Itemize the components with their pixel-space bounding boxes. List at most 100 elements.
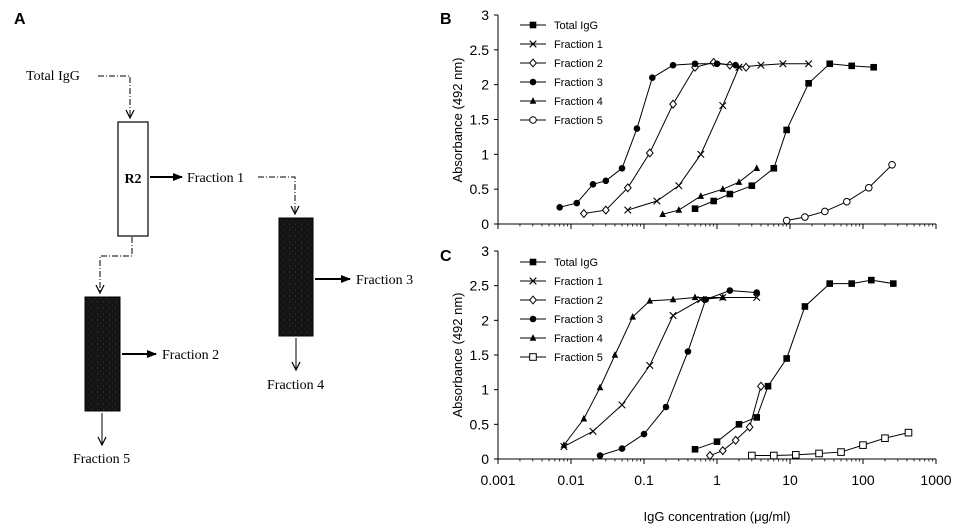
data-point xyxy=(602,177,610,185)
legend-marker xyxy=(529,258,537,266)
data-point xyxy=(801,303,809,310)
legend-entry-fraction-3: Fraction 3 xyxy=(520,314,603,326)
series-line-fraction-1 xyxy=(627,63,809,211)
x-tick-label: 0.001 xyxy=(480,472,515,488)
data-point xyxy=(649,74,656,81)
panel-b-y-axis-label: Absorbance (492 nm) xyxy=(450,57,465,182)
legend-marker xyxy=(529,277,537,285)
data-point xyxy=(735,178,743,185)
series-line-total-igg xyxy=(694,63,874,210)
data-point xyxy=(801,213,809,221)
x-axis-label: IgG concentration (μg/ml) xyxy=(644,509,791,524)
panel-c-legend: Total IgG Fraction 1 Fraction 2 Fraction 3 F… xyxy=(520,257,603,364)
data-point xyxy=(601,205,610,215)
data-point xyxy=(596,452,604,459)
panel-c-chart: C Absorbance (492 nm) 0 0.5 1 1.5 2 2.5 3 0.001… xyxy=(440,243,952,524)
data-point xyxy=(731,435,740,445)
legend-label: Fraction 5 xyxy=(554,115,603,127)
y-tick-label: 2.5 xyxy=(470,278,490,294)
r2-column xyxy=(117,121,149,237)
y-tick-label: 2 xyxy=(481,312,489,328)
legend-label: Fraction 3 xyxy=(554,77,603,89)
data-point xyxy=(691,293,699,301)
data-point xyxy=(579,208,588,219)
series-line-total-igg xyxy=(694,279,894,450)
data-point xyxy=(659,210,666,217)
y-tick-label: 0.5 xyxy=(470,416,490,432)
panel-b-letter: B xyxy=(440,11,452,28)
fraction-4-label: Fraction 4 xyxy=(267,378,324,393)
y-tick-label: 3 xyxy=(481,243,489,259)
y-tick-label: 0 xyxy=(481,216,489,232)
legend-entry-fraction-5: Fraction 5 xyxy=(520,115,603,127)
series-fraction-3 xyxy=(556,60,739,211)
panel-b-series xyxy=(556,57,896,225)
data-point xyxy=(705,450,714,461)
data-point xyxy=(770,164,778,172)
data-point xyxy=(870,63,877,71)
data-point xyxy=(753,414,761,421)
data-point xyxy=(868,276,875,284)
x-tick-label: 1 xyxy=(713,472,721,488)
data-point xyxy=(753,293,761,302)
legend-marker xyxy=(529,21,537,29)
data-point xyxy=(779,60,787,68)
panel-b-axes: 0 0.5 1 1.5 2 2.5 3 xyxy=(470,7,937,232)
data-point xyxy=(713,60,721,68)
data-point xyxy=(783,355,790,362)
x-tick-label: 0.1 xyxy=(634,472,654,488)
data-point xyxy=(669,61,677,69)
data-point xyxy=(633,125,641,132)
data-point xyxy=(732,61,739,69)
connector-fraction1-to-column xyxy=(258,176,295,214)
data-point xyxy=(669,295,677,303)
data-point xyxy=(618,164,626,172)
legend-label: Fraction 3 xyxy=(554,314,603,326)
data-point xyxy=(826,280,834,287)
data-point xyxy=(697,192,705,199)
data-point xyxy=(735,421,743,428)
legend-label: Fraction 2 xyxy=(554,58,603,70)
data-point xyxy=(764,382,772,390)
series-fraction-3 xyxy=(596,287,761,459)
y-tick-label: 1 xyxy=(481,146,489,162)
data-point xyxy=(888,160,896,169)
data-point xyxy=(726,190,734,198)
data-point xyxy=(556,203,563,211)
data-point xyxy=(691,205,699,212)
data-point xyxy=(753,164,761,171)
legend-label: Fraction 1 xyxy=(554,276,603,288)
legend-entry-fraction-5: Fraction 5 xyxy=(520,352,603,364)
legend-entry-fraction-1: Fraction 1 xyxy=(520,276,603,288)
legend-marker xyxy=(529,315,537,323)
panel-c-axes: 0 0.5 1 1.5 2 2.5 3 0.001 0.01 0.1 1 10 100 1000 xyxy=(470,243,952,488)
data-point xyxy=(618,445,626,452)
data-point xyxy=(804,60,813,68)
series-fraction-2 xyxy=(705,381,765,461)
data-point xyxy=(624,206,632,214)
x-tick-label: 10 xyxy=(782,472,798,488)
legend-entry-fraction-1: Fraction 1 xyxy=(520,39,603,51)
legend-label: Fraction 5 xyxy=(554,352,603,364)
data-point xyxy=(748,451,756,460)
legend-label: Total IgG xyxy=(554,20,598,32)
legend-marker xyxy=(529,334,537,341)
data-point xyxy=(748,182,756,189)
data-point xyxy=(713,438,721,445)
data-point xyxy=(691,445,699,453)
y-tick-label: 1.5 xyxy=(470,112,490,128)
panel-a-letter: A xyxy=(14,11,26,28)
r2-unbound-column xyxy=(84,296,121,412)
y-tick-label: 2.5 xyxy=(470,42,490,58)
data-point xyxy=(726,287,734,294)
y-tick-label: 1 xyxy=(481,382,489,398)
series-fraction-5 xyxy=(748,428,913,460)
data-point xyxy=(805,79,812,87)
data-point xyxy=(596,383,604,391)
series-line-fraction-5 xyxy=(786,164,893,222)
fraction-3-label: Fraction 3 xyxy=(356,273,413,288)
legend-marker xyxy=(529,295,537,305)
data-point xyxy=(791,451,800,459)
fraction-2-label: Fraction 2 xyxy=(162,348,219,363)
total-igg-label: Total IgG xyxy=(26,69,80,84)
